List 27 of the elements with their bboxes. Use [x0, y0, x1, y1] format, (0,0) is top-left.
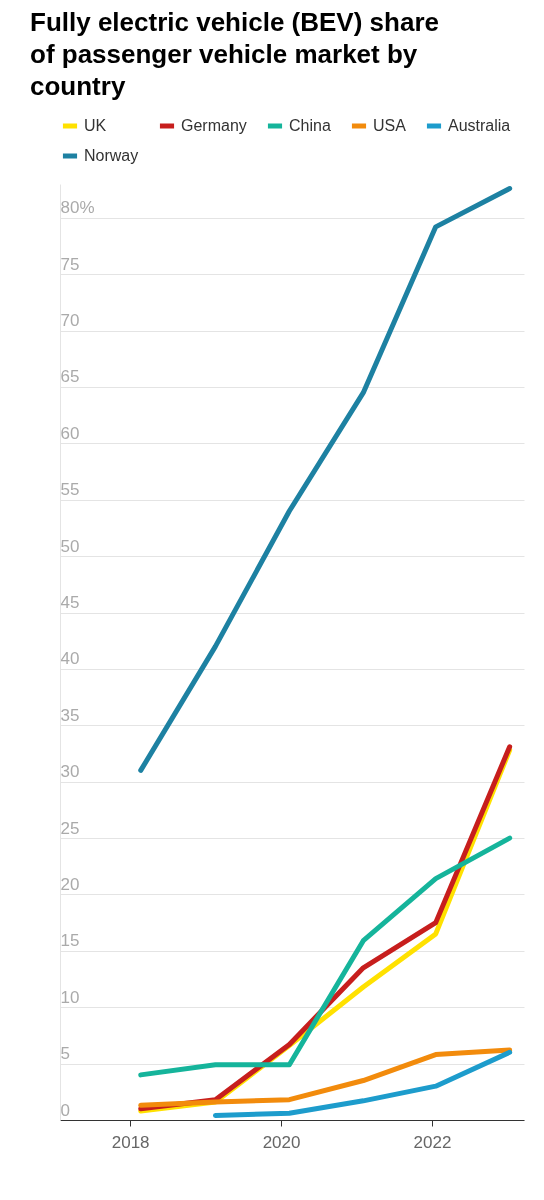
legend-label: USA	[373, 117, 407, 134]
y-tick-label: 75	[60, 254, 80, 274]
y-tick-label: 70	[60, 311, 80, 331]
legend-label: Australia	[448, 117, 511, 134]
legend-label: Norway	[84, 147, 139, 164]
x-tick-label: 2022	[413, 1132, 452, 1152]
y-tick-label: 25	[60, 818, 80, 838]
y-tick-label: 55	[60, 480, 80, 500]
y-tick-label: 30	[60, 762, 80, 782]
y-tick-label: 80%	[60, 198, 95, 218]
y-tick-label: 20	[60, 874, 80, 894]
chart-title: Fully electric vehicle (BEV) share of passenger vehicle market by country	[30, 7, 439, 101]
y-tick-label: 5	[60, 1044, 70, 1064]
y-tick-label: 65	[60, 367, 80, 387]
y-tick-label: 10	[60, 987, 80, 1007]
legend-label: Germany	[181, 117, 247, 134]
y-tick-label: 50	[60, 536, 80, 556]
y-tick-label: 15	[60, 931, 80, 951]
y-tick-label: 40	[60, 649, 80, 669]
x-tick-label: 2018	[111, 1132, 150, 1152]
y-tick-label: 45	[60, 593, 80, 613]
y-tick-label: 35	[60, 705, 80, 725]
legend-label: UK	[84, 117, 107, 134]
y-tick-label: 0	[60, 1100, 70, 1120]
legend-label: China	[289, 117, 331, 134]
y-tick-label: 60	[60, 423, 80, 443]
x-tick-label: 2020	[262, 1132, 301, 1152]
